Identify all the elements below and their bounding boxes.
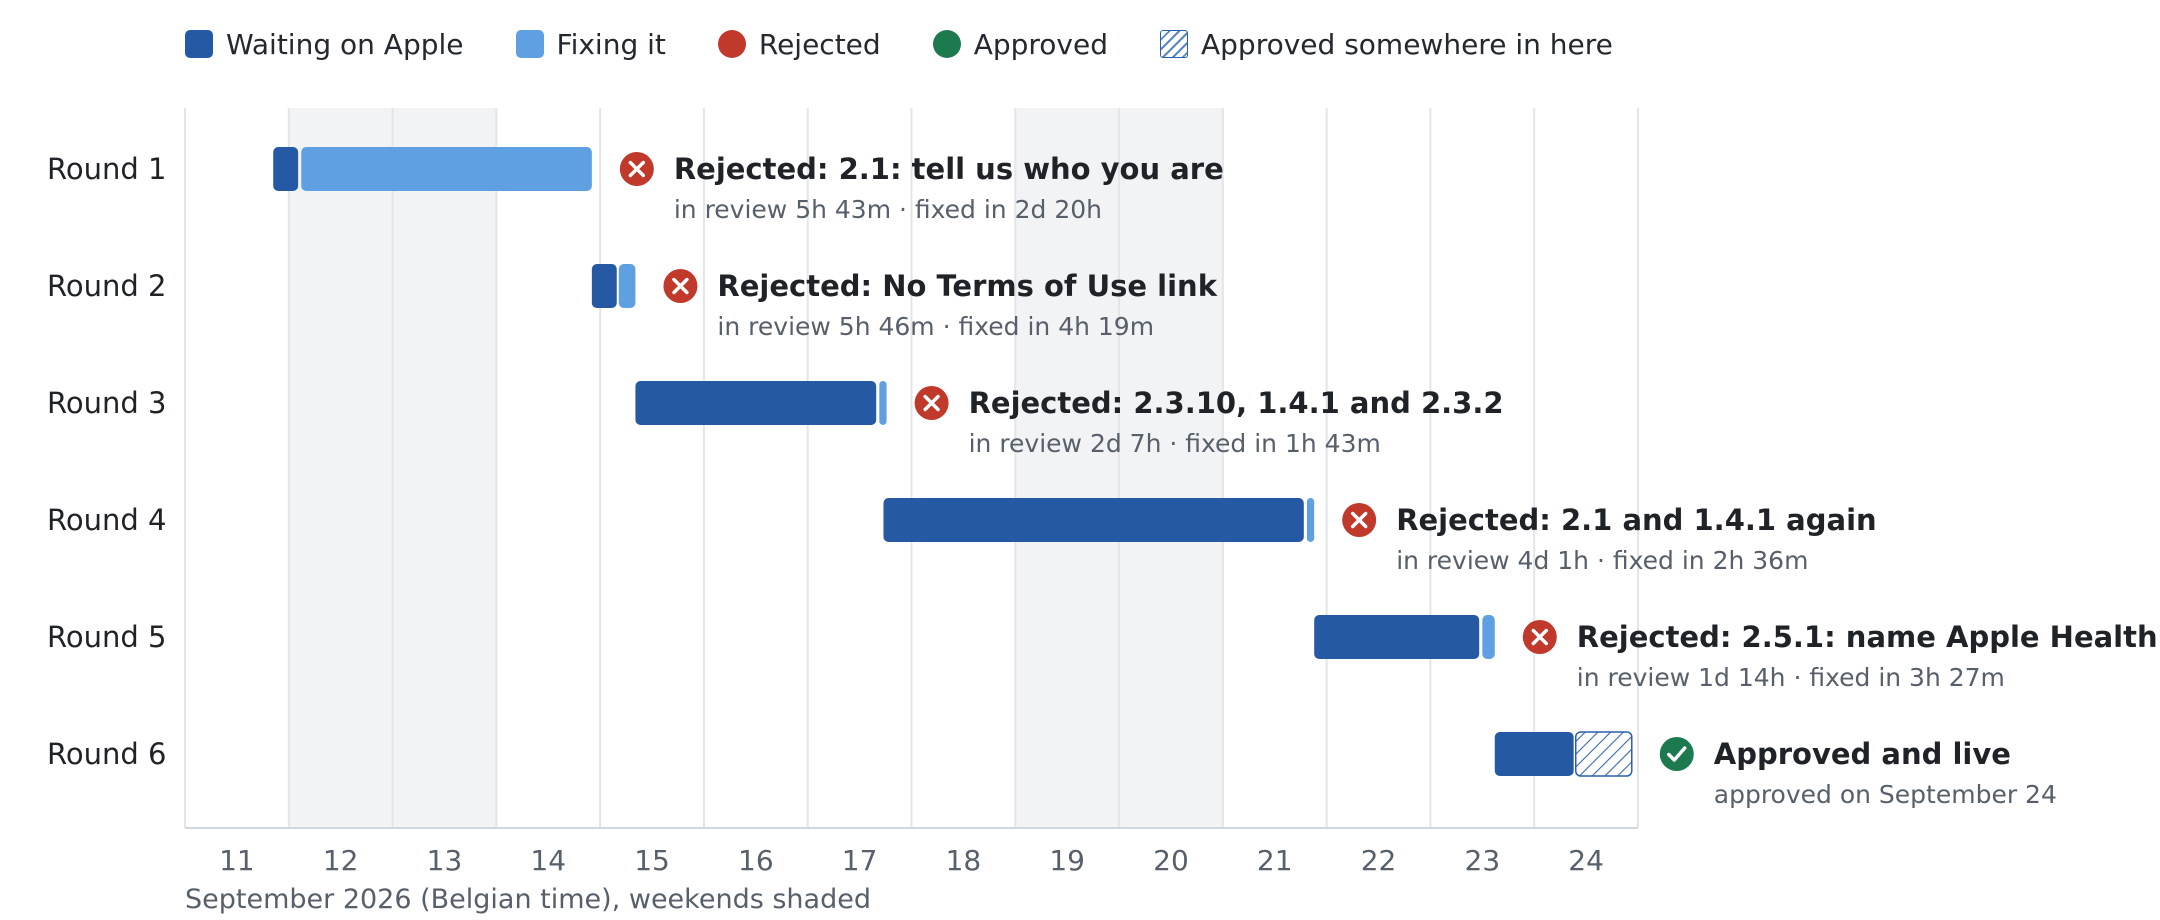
round-label: Round 3 (47, 386, 166, 420)
round-outcome-subtitle: in review 5h 46m · fixed in 4h 19m (717, 312, 1154, 341)
round-label: Round 1 (47, 152, 166, 186)
x-tick-label: 11 (219, 844, 255, 877)
bar-fixing (1482, 615, 1495, 659)
x-tick-label: 22 (1361, 844, 1397, 877)
x-tick-label: 12 (323, 844, 359, 877)
bar-fixing (1306, 498, 1315, 542)
round-row: Round 3 Rejected: 2.3.10, 1.4.1 and 2.3.2… (47, 381, 1504, 458)
round-label: Round 4 (47, 503, 166, 537)
legend-item-approved: Approved (932, 27, 1108, 61)
bar-waiting (635, 381, 877, 425)
round-label: Round 5 (47, 620, 166, 654)
x-tick-label: 15 (634, 844, 670, 877)
approved-icon (1659, 737, 1694, 771)
x-axis-title: September 2026 (Belgian time), weekends … (185, 884, 871, 915)
round-row: Round 4 Rejected: 2.1 and 1.4.1 again in r… (47, 498, 1877, 575)
bar-fixing (618, 264, 636, 308)
legend-swatch-fixing (515, 30, 544, 58)
legend-item-waiting: Waiting on Apple (185, 28, 464, 61)
x-tick-label: 18 (946, 844, 982, 877)
round-row: Round 2 Rejected: No Terms of Use link in … (47, 264, 1218, 341)
check-glyph (1667, 746, 1687, 762)
legend-swatch-rejected (717, 30, 746, 58)
legend-label-approved-window: Approved somewhere in here (1201, 27, 1613, 61)
bar-waiting (591, 264, 617, 308)
legend-item-rejected: Rejected (717, 27, 881, 61)
bar-fixing (879, 381, 887, 425)
close-glyph (923, 394, 940, 412)
close-glyph (672, 277, 689, 295)
legend-item-fixing: Fixing it (515, 27, 666, 61)
bar-approved-window (1574, 731, 1633, 777)
bar-waiting (883, 498, 1304, 542)
round-outcome-subtitle: in review 4d 1h · fixed in 2h 36m (1396, 546, 1808, 575)
close-glyph (1350, 511, 1368, 529)
bar-waiting (1494, 732, 1574, 776)
round-outcome-subtitle: approved on September 24 (1714, 780, 2057, 809)
round-row: Round 5 Rejected: 2.5.1: name Apple Healt… (47, 615, 2158, 692)
close-glyph (1531, 628, 1548, 646)
bar-waiting (273, 147, 299, 191)
round-outcome-subtitle: in review 5h 43m · fixed in 2d 20h (674, 195, 1102, 224)
legend-item-approved-window: Approved somewhere in here (1160, 28, 1613, 61)
legend-swatch-waiting (185, 30, 213, 58)
round-outcome-title: Rejected: 2.1: tell us who you are (674, 152, 1224, 186)
round-outcome-title: Rejected: 2.3.10, 1.4.1 and 2.3.2 (969, 386, 1504, 420)
x-tick-label: 20 (1153, 844, 1189, 877)
round-outcome-title: Rejected: 2.1 and 1.4.1 again (1396, 503, 1876, 537)
round-label: Round 6 (47, 737, 166, 771)
round-row: Round 6 Approved and live approved on Sept… (47, 731, 2057, 809)
close-glyph (628, 160, 646, 178)
x-tick-label: 16 (738, 844, 774, 877)
x-tick-label: 23 (1465, 844, 1501, 877)
round-row: Round 1 Rejected: 2.1: tell us who you ar… (47, 147, 1224, 224)
x-tick-label: 17 (842, 844, 878, 877)
x-tick-label: 14 (530, 844, 566, 877)
legend: Waiting on Apple Fixing it Rejected Appr… (185, 24, 1665, 64)
legend-swatch-approved-window (1160, 30, 1188, 58)
bar-waiting (1314, 615, 1480, 659)
x-tick-label: 21 (1257, 844, 1293, 877)
round-outcome-subtitle: in review 1d 14h · fixed in 3h 27m (1577, 663, 2005, 692)
legend-label-fixing: Fixing it (556, 27, 666, 61)
round-outcome-title: Rejected: No Terms of Use link (717, 269, 1217, 303)
x-tick-label: 24 (1568, 844, 1604, 877)
bar-fixing (301, 147, 592, 191)
legend-label-rejected: Rejected (758, 27, 881, 61)
round-label: Round 2 (47, 269, 166, 303)
round-outcome-title: Rejected: 2.5.1: name Apple Health (1577, 620, 2158, 654)
legend-label-waiting: Waiting on Apple (226, 27, 464, 61)
legend-label-approved: Approved (973, 27, 1108, 61)
round-outcome-title: Approved and live (1714, 737, 2011, 771)
x-tick-label: 19 (1049, 844, 1085, 877)
legend-swatch-approved (932, 30, 961, 58)
round-outcome-subtitle: in review 2d 7h · fixed in 1h 43m (969, 429, 1381, 458)
x-tick-label: 13 (427, 844, 463, 877)
